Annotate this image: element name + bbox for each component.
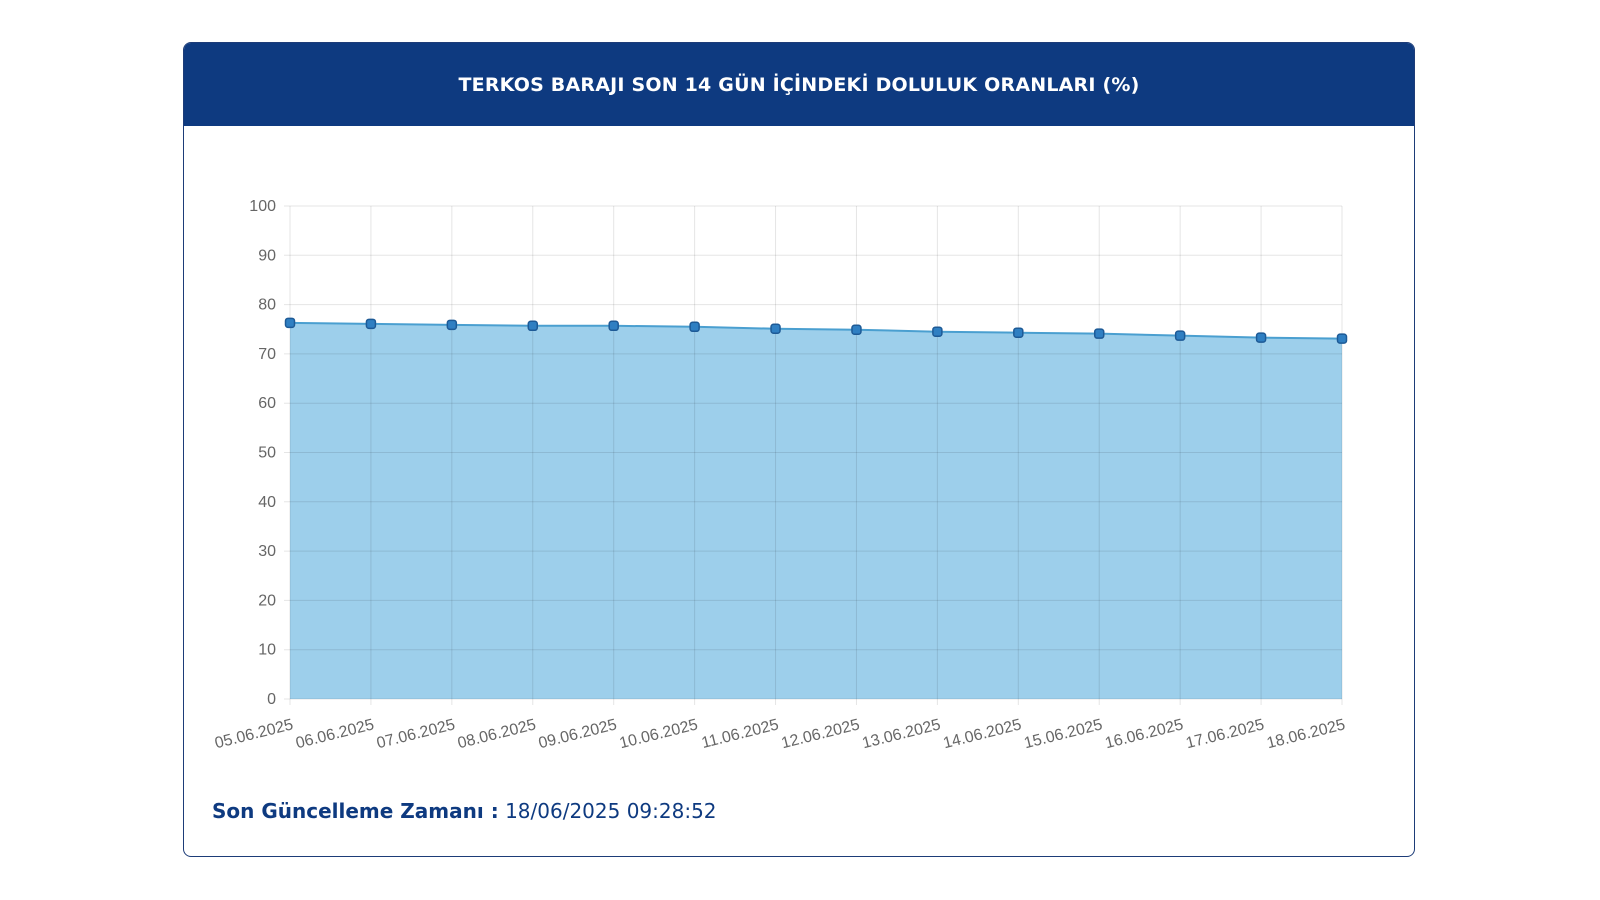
y-tick-label: 0 bbox=[267, 691, 276, 708]
x-tick-label: 11.06.2025 bbox=[700, 716, 781, 752]
y-tick-label: 80 bbox=[258, 297, 276, 314]
dam-level-card: TERKOS BARAJI SON 14 GÜN İÇİNDEKİ DOLULU… bbox=[183, 42, 1415, 857]
last-update: Son Güncelleme Zamanı : 18/06/2025 09:28… bbox=[212, 799, 717, 823]
y-tick-label: 100 bbox=[249, 198, 276, 215]
x-tick-label: 09.06.2025 bbox=[537, 716, 619, 752]
data-point bbox=[608, 320, 619, 332]
data-point bbox=[689, 321, 700, 333]
y-tick-label: 10 bbox=[258, 642, 276, 659]
y-tick-label: 90 bbox=[258, 247, 276, 264]
series-area bbox=[290, 322, 1342, 699]
y-tick-label: 50 bbox=[258, 445, 276, 462]
x-tick-label: 18.06.2025 bbox=[1265, 716, 1347, 752]
chart-area: 0 10 20 30 40 50 60 70 80 90 100 05.06.2025 06.06.20… bbox=[184, 126, 1414, 776]
x-tick-label: 10.06.2025 bbox=[618, 716, 700, 752]
x-tick-label: 17.06.2025 bbox=[1184, 716, 1266, 752]
occupancy-area-chart: 0 10 20 30 40 50 60 70 80 90 100 05.06.2025 06.06.20… bbox=[213, 198, 1348, 752]
x-tick-label: 13.06.2025 bbox=[861, 716, 943, 752]
x-tick-label: 12.06.2025 bbox=[780, 716, 862, 752]
data-point bbox=[1093, 328, 1105, 339]
data-point bbox=[284, 317, 296, 329]
chart-title: TERKOS BARAJI SON 14 GÜN İÇİNDEKİ DOLULU… bbox=[458, 73, 1140, 96]
x-tick-label: 05.06.2025 bbox=[213, 716, 295, 752]
x-tick-label: 08.06.2025 bbox=[456, 716, 538, 752]
data-point bbox=[365, 318, 377, 330]
data-point bbox=[770, 323, 781, 335]
x-tick-label: 15.06.2025 bbox=[1022, 716, 1104, 752]
x-tick-label: 16.06.2025 bbox=[1103, 716, 1185, 752]
y-tick-label: 70 bbox=[258, 346, 276, 363]
data-point bbox=[1255, 332, 1267, 343]
data-point bbox=[932, 326, 943, 337]
x-tick-label: 14.06.2025 bbox=[941, 716, 1023, 752]
y-tick-label: 30 bbox=[258, 543, 276, 560]
card-header: TERKOS BARAJI SON 14 GÜN İÇİNDEKİ DOLULU… bbox=[184, 43, 1414, 126]
last-update-label: Son Güncelleme Zamanı : bbox=[212, 799, 499, 823]
x-tick-label: 07.06.2025 bbox=[375, 716, 457, 752]
data-point bbox=[851, 324, 862, 335]
data-point bbox=[1336, 333, 1348, 344]
data-point bbox=[1174, 330, 1186, 341]
y-tick-label: 40 bbox=[258, 494, 276, 511]
last-update-value: 18/06/2025 09:28:52 bbox=[505, 799, 717, 823]
series-line bbox=[289, 321, 1343, 340]
y-tick-label: 60 bbox=[258, 395, 276, 412]
x-tick-label: 06.06.2025 bbox=[294, 716, 376, 752]
data-point bbox=[446, 319, 458, 331]
y-tick-label: 20 bbox=[258, 592, 276, 609]
data-point bbox=[1013, 327, 1024, 338]
data-point bbox=[527, 320, 539, 332]
